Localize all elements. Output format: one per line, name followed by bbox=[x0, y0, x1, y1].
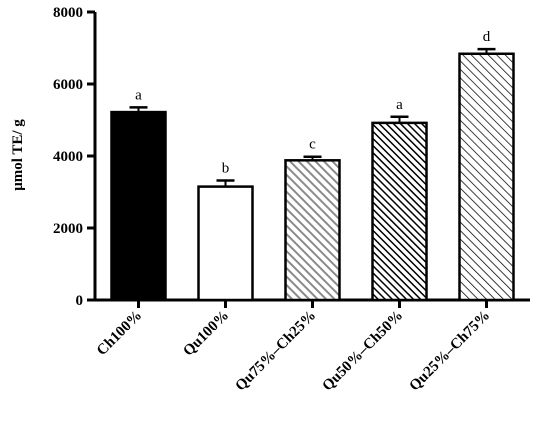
y-tick-label: 6000 bbox=[53, 77, 83, 93]
y-tick-label: 0 bbox=[76, 293, 84, 309]
significance-label: d bbox=[483, 29, 491, 45]
bar bbox=[284, 159, 341, 302]
significance-label: a bbox=[396, 97, 403, 113]
y-axis-title: μmol TE/ g bbox=[10, 119, 26, 191]
x-tick-label: Qu75%–Ch25% bbox=[233, 308, 320, 395]
bar bbox=[110, 110, 167, 302]
significance-label: c bbox=[309, 137, 316, 153]
bar bbox=[458, 52, 515, 302]
y-tick-label: 2000 bbox=[53, 221, 83, 237]
significance-label: b bbox=[222, 160, 230, 176]
x-tick-label: Qu50%–Ch50% bbox=[320, 308, 407, 395]
x-tick-labels: Ch100% Qu100% Qu75%–Ch25% Qu50%–Ch50% Qu25%–… bbox=[94, 308, 493, 395]
bars: a b c a d bbox=[110, 29, 515, 302]
y-tick-label: 4000 bbox=[53, 149, 83, 165]
bar bbox=[197, 185, 254, 302]
significance-label: a bbox=[135, 87, 142, 103]
x-tick-label: Ch100% bbox=[94, 308, 145, 359]
y-tick-label: 8000 bbox=[53, 5, 83, 21]
x-tick-label: Qu100% bbox=[180, 308, 232, 360]
x-tick-label: Qu25%–Ch75% bbox=[407, 308, 494, 395]
bar bbox=[371, 121, 428, 302]
